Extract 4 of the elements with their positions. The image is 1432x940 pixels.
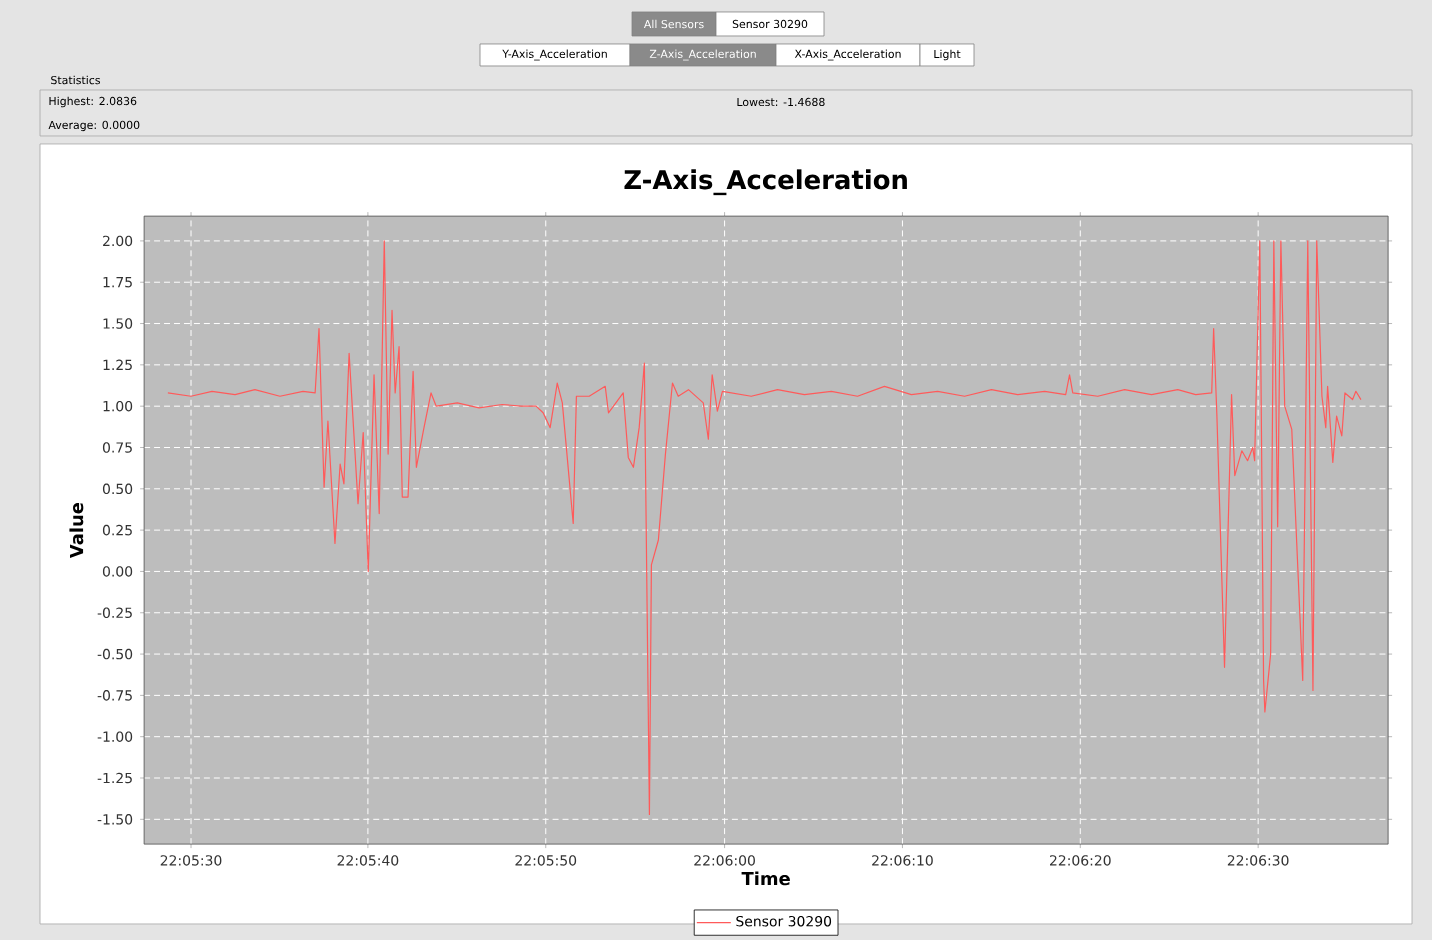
line-series [167, 240, 1362, 815]
y-axis-title: Value [69, 502, 84, 559]
chart-title: Z-Axis_Acceleration [624, 169, 907, 196]
x-axis-title: Time [741, 871, 790, 886]
